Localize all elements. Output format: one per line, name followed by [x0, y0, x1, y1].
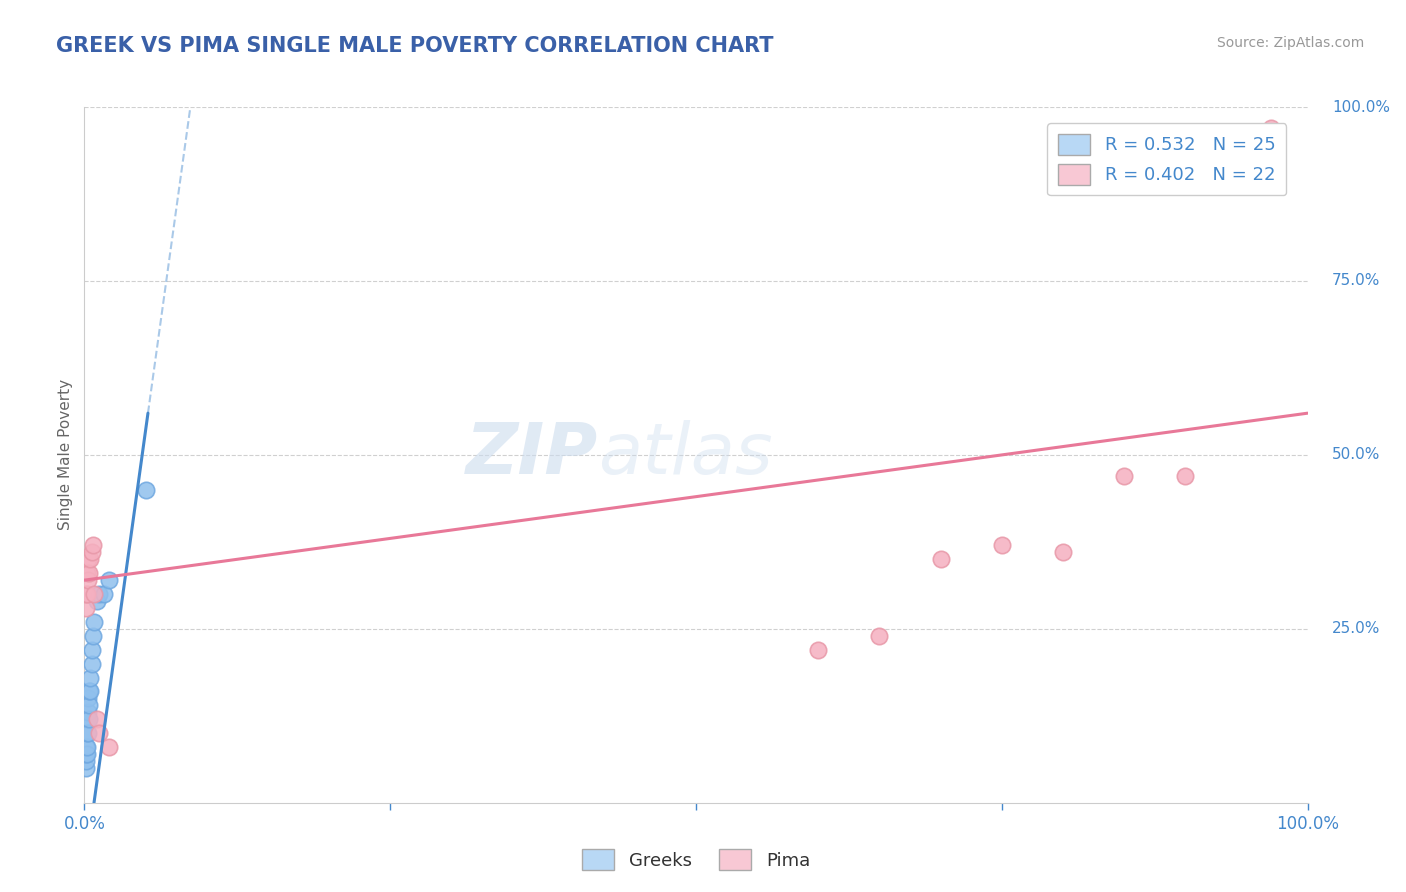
- Point: [80, 642, 103, 657]
- Point: [77, 573, 100, 587]
- Point: [86, 594, 108, 608]
- Text: 100.0%: 100.0%: [1331, 100, 1391, 114]
- Point: [82, 629, 104, 643]
- Point: [1114, 468, 1136, 483]
- Point: [82, 538, 104, 552]
- Point: [75, 761, 97, 775]
- Text: atlas: atlas: [598, 420, 773, 490]
- Point: [807, 642, 830, 657]
- Point: [77, 691, 100, 706]
- Point: [83, 587, 105, 601]
- Point: [87, 587, 110, 601]
- Point: [77, 706, 100, 720]
- Point: [87, 726, 110, 740]
- Point: [990, 538, 1012, 552]
- Point: [83, 615, 105, 629]
- Point: [76, 587, 98, 601]
- Point: [79, 684, 101, 698]
- Point: [76, 740, 98, 755]
- Point: [76, 747, 98, 761]
- Text: Source: ZipAtlas.com: Source: ZipAtlas.com: [1216, 36, 1364, 50]
- Point: [97, 740, 120, 755]
- Text: 50.0%: 50.0%: [1331, 448, 1381, 462]
- Point: [77, 698, 100, 713]
- Point: [929, 552, 952, 566]
- Point: [75, 754, 97, 768]
- Point: [79, 671, 101, 685]
- Point: [77, 726, 100, 740]
- Point: [80, 545, 103, 559]
- Text: GREEK VS PIMA SINGLE MALE POVERTY CORRELATION CHART: GREEK VS PIMA SINGLE MALE POVERTY CORREL…: [56, 36, 773, 55]
- Point: [76, 726, 98, 740]
- Point: [77, 684, 100, 698]
- Text: ZIP: ZIP: [465, 420, 598, 490]
- Point: [75, 747, 97, 761]
- Point: [77, 552, 100, 566]
- Point: [1174, 468, 1197, 483]
- Point: [135, 483, 157, 497]
- Point: [1052, 545, 1074, 559]
- Point: [76, 566, 98, 581]
- Point: [75, 740, 97, 755]
- Point: [1260, 120, 1282, 135]
- Point: [77, 712, 100, 726]
- Point: [75, 587, 97, 601]
- Y-axis label: Single Male Poverty: Single Male Poverty: [58, 379, 73, 531]
- Text: 25.0%: 25.0%: [1331, 622, 1381, 636]
- Point: [86, 712, 108, 726]
- Point: [75, 601, 97, 615]
- Point: [77, 566, 100, 581]
- Point: [97, 573, 120, 587]
- Point: [869, 629, 891, 643]
- Point: [79, 552, 101, 566]
- Point: [80, 657, 103, 671]
- Text: 75.0%: 75.0%: [1331, 274, 1381, 288]
- Point: [76, 712, 98, 726]
- Point: [93, 587, 115, 601]
- Legend: Greeks, Pima: Greeks, Pima: [575, 842, 817, 877]
